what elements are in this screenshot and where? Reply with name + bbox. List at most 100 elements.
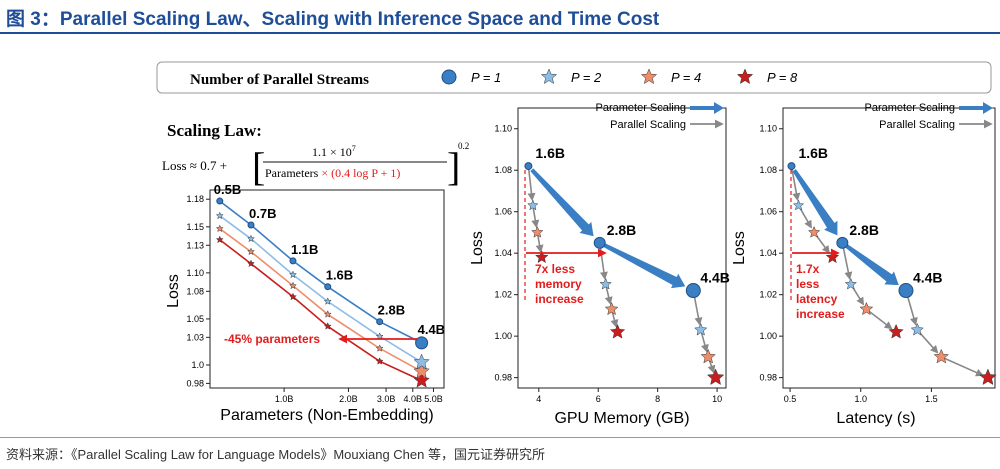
gpu-memory-y-tick-label: 0.98 [494,373,512,383]
scaling-law-point-p2 [215,211,224,220]
gpu-memory-point-p2 [527,199,539,211]
scaling-law-line-p2 [219,215,423,363]
scaling-law-y-tick-label: 0.98 [186,378,204,388]
latency-chart: Latency (s) Loss 1.10 1.08 1.06 1.04 1.02 1.0… [731,102,997,427]
latency-parallel-scaling-arrow [851,286,865,306]
latency-point-p1 [787,162,796,171]
gpu-memory-point-p1 [685,283,701,299]
latency-y-tick-label: 0.98 [759,373,777,383]
gpu-memory-x-tick-label: 4 [536,394,541,404]
latency-point-p1 [898,283,914,299]
gpu-memory-parallel-scaling-arrow [693,293,703,326]
gpu-memory-x-tick-label: 6 [596,394,601,404]
gpu-memory-parallel-scaling-arrow [527,168,536,202]
gpu-memory-size-label: 2.8B [607,222,637,238]
scaling-law-x-axis-title: Parameters (Non-Embedding) [220,407,433,424]
latency-parallel-scaling-arrow [791,168,801,202]
scaling-law-point-p4 [288,281,297,290]
gpu-memory-parallel-scaling-arrow [707,359,716,374]
scaling-law-size-label: 1.1B [291,242,318,257]
scaling-law-y-tick-label: 1.03 [186,332,204,342]
gpu-memory-point-p8 [609,323,626,339]
gpu-memory-y-tick-label: 1.00 [494,331,512,341]
gpu-memory-x-tick-label: 8 [655,394,660,404]
gpu-memory-y-tick-label: 1.10 [494,124,512,134]
scaling-law-point-p4 [323,310,332,318]
gpu-memory-plot-frame [517,107,727,389]
latency-y-tick-label: 1.08 [759,165,777,175]
gpu-memory-legend-parameter-arrow [690,102,724,114]
gpu-memory-parallel-scaling-arrow [700,332,709,353]
latency-point-p2 [792,199,805,211]
scaling-law-y-tick-label: 1.05 [186,314,204,324]
scaling-law-point-p1 [415,336,429,350]
scaling-law-size-label: 0.5B [214,182,241,197]
gpu-memory-y-tick-label: 1.02 [494,290,512,300]
scaling-law-x-tick-label: 1.0B [275,394,294,404]
gpu-memory-point-p8 [706,368,725,386]
scaling-law-point-p1 [324,283,332,291]
latency-legend-parameter-label: Parameter Scaling [865,102,956,114]
gpu-memory-point-p4 [531,225,544,238]
latency-plot-frame [782,107,996,389]
latency-y-tick-label: 1.00 [759,331,777,341]
latency-y-tick-label: 1.06 [759,207,777,217]
latency-y-tick-label: 1.02 [759,290,777,300]
formula-left-bracket: [ [252,144,265,189]
latency-size-label: 1.6B [798,145,828,161]
gpu-memory-y-axis-title: Loss [469,231,486,265]
gpu-memory-size-label: 1.6B [535,145,565,161]
scaling-law-y-tick-label: 1.08 [186,286,204,296]
scaling-law-point-p8 [247,259,255,268]
legend-label-2: P = 2 [571,70,602,85]
gpu-memory-point-p1 [593,236,606,249]
latency-point-p8 [888,323,904,339]
memory-saving-label: 7x less memory increase [535,262,585,306]
gpu-memory-legend-parameter-label: Parameter Scaling [596,102,687,114]
gpu-memory-chart: GPU Memory (GB) Loss 1.10 1.08 1.06 1.04 1.0… [469,102,730,427]
scaling-law-line-p8 [219,239,422,382]
scaling-law-point-p4 [215,224,224,233]
scaling-law-point-p8 [413,371,430,388]
scaling-law-point-p4 [413,362,430,379]
legend-frame [156,61,992,94]
formula-denominator: Parameters × (0.4 log P + 1) [265,166,400,180]
scaling-law-y-tick-label: 1.13 [186,240,204,250]
scaling-law-y-tick-label: 1.18 [186,194,204,204]
scaling-law-point-p1 [376,318,384,326]
gpu-memory-parallel-scaling-arrow [531,208,540,229]
latency-saving-label: 1.7x less latency increase [796,262,845,321]
gpu-memory-point-p8 [534,250,549,264]
gpu-memory-point-p2 [599,277,612,290]
latency-point-p8 [979,368,997,386]
scaling-law-x-tick-label: 4.0B [404,394,423,404]
latency-parallel-scaling-arrow [842,245,853,280]
source-note: 资料来源：《Parallel Scaling Law for Language … [6,447,545,462]
latency-parallel-scaling-arrow [815,234,830,254]
latency-x-tick-label: 0.5 [784,394,797,404]
scaling-law-size-label: 2.8B [378,303,405,318]
scaling-law-point-p4 [247,247,255,256]
scaling-law-point-p2 [323,297,332,305]
scaling-law-y-tick-label: 1.0 [191,360,204,370]
gpu-memory-legend-parallel-label: Parallel Scaling [610,119,686,131]
gpu-memory-x-tick-label: 10 [712,394,722,404]
formula-outer-exponent: 0.2 [458,141,469,151]
latency-parallel-scaling-arrow [918,331,939,354]
gpu-memory-parallel-scaling-arrow [610,311,619,328]
legend-marker-1 [441,69,457,85]
scaling-law-point-p2 [375,332,384,340]
latency-parameter-scaling-arrow [792,169,838,236]
gpu-memory-point-p2 [694,322,708,336]
formula-numerator: 1.1 × 107 [312,144,356,159]
gpu-memory-y-tick-label: 1.08 [494,165,512,175]
latency-y-axis-title: Loss [731,231,748,265]
latency-point-p2 [910,322,924,336]
scaling-law-point-p4 [375,344,384,352]
legend-marker-2 [540,68,558,85]
latency-legend-parameter-arrow [959,102,993,114]
scaling-law-x-tick-label: 3.0B [377,394,396,404]
latency-y-tick-label: 1.04 [759,248,777,258]
scaling-law-x-tick-label: 2.0B [339,394,358,404]
